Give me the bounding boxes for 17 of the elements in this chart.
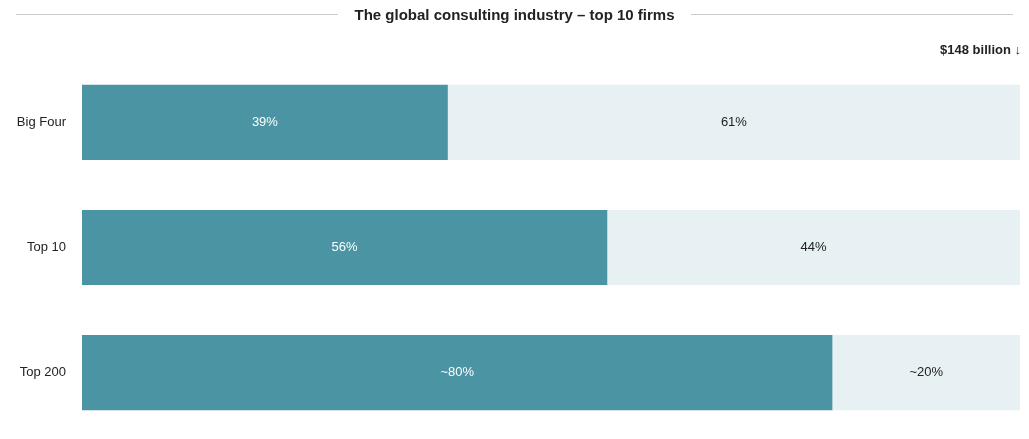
data-label: 39%: [251, 113, 279, 129]
bar: [607, 209, 1020, 286]
bar: [447, 84, 1020, 160]
y-tick-label: Top 10: [26, 239, 66, 255]
data-label: 44%: [800, 239, 828, 255]
data-label: ~80%: [440, 364, 475, 380]
data-label: ~20%: [909, 364, 944, 380]
data-label: 61%: [720, 113, 748, 129]
bar: [832, 335, 1020, 411]
bar: [82, 335, 833, 411]
y-tick-label: Big Four: [16, 113, 67, 129]
data-label: 56%: [331, 239, 359, 255]
chart-title: The global consulting industry – top 10 firms: [354, 6, 675, 23]
bar: [82, 209, 608, 286]
bar: [82, 84, 448, 160]
text: $148 billion ↓: [940, 42, 1021, 57]
y-tick-label: Top 200: [19, 364, 66, 380]
